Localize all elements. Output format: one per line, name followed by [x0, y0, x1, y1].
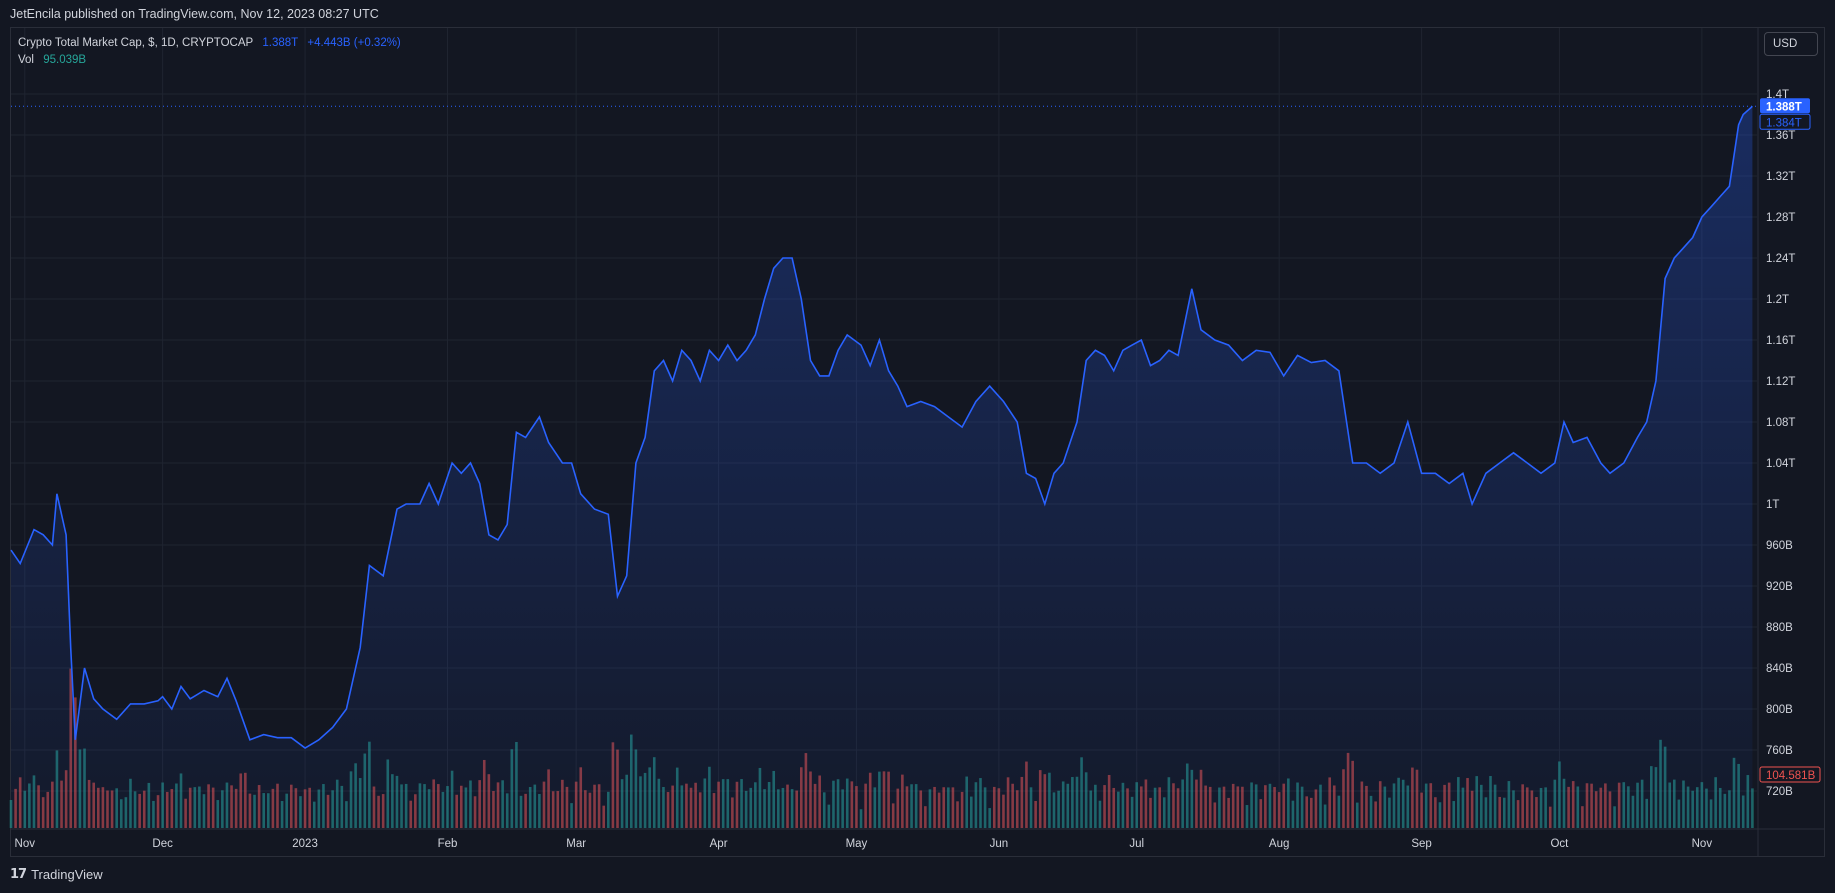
time-scale[interactable]: Nov Dec 2023 Feb Mar Apr May Jun Jul Aug Sep Oct Nov — [15, 838, 1713, 850]
x-tick-label: Feb — [438, 838, 458, 850]
volume-bar — [1751, 788, 1754, 828]
y-tick-label: 1.04T — [1766, 458, 1795, 470]
x-tick-label: 2023 — [292, 838, 318, 850]
price-scale[interactable]: 1.4T 1.36T 1.32T 1.28T 1.24T 1.2T 1.16T 1.12T 1.… — [1766, 89, 1795, 798]
y-tick-label: 760B — [1766, 745, 1793, 757]
x-tick-label: Mar — [566, 838, 586, 850]
legend: Crypto Total Market Cap, $, 1D, CRYPTOCA… — [18, 35, 407, 69]
y-tick-label: 1.24T — [1766, 253, 1795, 265]
y-tick-label: 800B — [1766, 704, 1793, 716]
last-value: 1.388T — [262, 37, 299, 49]
x-tick-label: Nov — [1692, 838, 1713, 850]
x-tick-label: Jul — [1129, 838, 1144, 850]
tradingview-logo[interactable]: 𝟭𝟳 TradingView — [10, 866, 103, 882]
x-tick-label: May — [846, 838, 868, 850]
brand-name: TradingView — [31, 866, 103, 882]
y-tick-label: 920B — [1766, 581, 1793, 593]
volume-value: 95.039B — [43, 54, 87, 66]
y-tick-label: 1T — [1766, 499, 1779, 511]
y-tick-label: 840B — [1766, 663, 1793, 675]
price-line — [10, 105, 1753, 749]
symbol-title[interactable]: Crypto Total Market Cap, $, 1D, CRYPTOCA… — [18, 37, 254, 49]
change-value: +4.443B (+0.32%) — [307, 37, 401, 49]
price-markers: 1.388T 1.384T 104.581B — [1759, 98, 1821, 783]
x-tick-label: Dec — [152, 838, 173, 850]
y-tick-label: 720B — [1766, 786, 1793, 798]
x-tick-label: Oct — [1550, 838, 1569, 850]
y-tick-label: 1.12T — [1766, 376, 1795, 388]
currency-button[interactable]: USD — [1764, 32, 1818, 56]
x-tick-label: Nov — [15, 838, 36, 850]
published-caption: JetEncila published on TradingView.com, … — [10, 7, 379, 21]
x-tick-label: Aug — [1269, 838, 1289, 850]
prev-price-label: 1.384T — [1766, 117, 1802, 129]
prev-price-marker: 1.384T — [1759, 113, 1811, 130]
y-tick-label: 1.4T — [1766, 89, 1789, 101]
volume-marker: 104.581B — [1759, 766, 1821, 783]
y-tick-label: 1.28T — [1766, 212, 1795, 224]
tv-logo-icon: 𝟭𝟳 — [10, 866, 27, 881]
last-price-marker: 1.388T — [1760, 98, 1810, 114]
x-tick-label: Apr — [710, 838, 728, 850]
x-tick-label: Sep — [1411, 838, 1431, 850]
y-tick-label: 1.2T — [1766, 294, 1789, 306]
last-price-label: 1.388T — [1766, 101, 1802, 113]
price-area — [11, 106, 1753, 829]
y-tick-label: 1.32T — [1766, 171, 1795, 183]
y-tick-label: 1.08T — [1766, 417, 1795, 429]
y-tick-label: 1.36T — [1766, 130, 1795, 142]
volume-value-label: 104.581B — [1766, 770, 1816, 782]
y-tick-label: 880B — [1766, 622, 1793, 634]
volume-label[interactable]: Vol — [18, 54, 34, 66]
y-tick-label: 1.16T — [1766, 335, 1795, 347]
y-tick-label: 960B — [1766, 540, 1793, 552]
x-tick-label: Jun — [990, 838, 1009, 850]
